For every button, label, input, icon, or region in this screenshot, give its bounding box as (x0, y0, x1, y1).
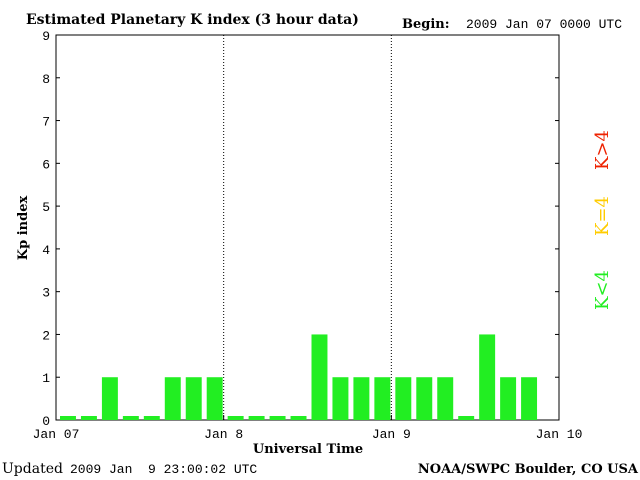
y-tick-label: 9 (42, 29, 50, 44)
day-dividers (223, 35, 392, 420)
kp-bar (164, 377, 181, 420)
y-tick-label: 2 (42, 328, 50, 343)
kp-bar (521, 377, 538, 420)
kp-bar (206, 377, 223, 420)
kp-bar (395, 377, 412, 420)
y-axis-label: Kp index (16, 196, 31, 261)
x-tick-label: Jan 07 (33, 427, 80, 442)
y-tick-label: 4 (42, 243, 50, 258)
legend-item-k-greater-4: K>4 (592, 130, 613, 170)
kp-bar (60, 416, 76, 420)
kp-bar (80, 416, 97, 420)
kp-bar (122, 416, 139, 420)
kp-bar (437, 377, 454, 420)
updated-value: 2009 Jan 9 23:00:02 UTC (70, 462, 257, 477)
chart-title: Estimated Planetary K index (3 hour data… (26, 12, 359, 28)
kp-bar (458, 416, 475, 420)
kp-bar (290, 416, 307, 420)
kp-bar (227, 416, 244, 420)
x-axis-label: Universal Time (253, 442, 363, 457)
kp-bar (143, 416, 160, 420)
kp-bar (416, 377, 433, 420)
source-credit: NOAA/SWPC Boulder, CO USA (418, 462, 639, 477)
x-tick-label: Jan 10 (536, 427, 583, 442)
y-tick-label: 5 (42, 200, 50, 215)
legend-item-k-less-4: K<4 (592, 270, 613, 310)
kp-bar (248, 416, 265, 420)
y-tick-label: 7 (42, 115, 50, 130)
kp-bar (353, 377, 370, 420)
y-tick-label: 0 (42, 414, 50, 429)
kp-bar (269, 416, 286, 420)
kp-bar (500, 377, 517, 420)
legend: K<4 K=4 K>4 (592, 130, 613, 310)
kp-bar (311, 334, 328, 420)
legend-item-k-equal-4: K=4 (592, 196, 613, 236)
y-tick-label: 6 (42, 157, 50, 172)
y-tick-label: 1 (42, 371, 50, 386)
updated-label: Updated (2, 461, 63, 477)
y-tick-label: 8 (42, 72, 50, 87)
begin-label: Begin: (402, 17, 450, 32)
y-tick-label: 3 (42, 286, 50, 301)
y-axis-ticks: 0 1 2 3 4 5 6 7 8 9 (42, 29, 559, 429)
kp-bar (374, 377, 391, 420)
kp-bar (332, 377, 349, 420)
kp-bar (479, 334, 496, 420)
begin-value: 2009 Jan 07 0000 UTC (466, 17, 622, 32)
kp-bars (60, 334, 538, 420)
x-axis-ticks: Jan 07 Jan 8 Jan 9 Jan 10 (33, 415, 583, 442)
x-tick-label: Jan 8 (204, 427, 243, 442)
x-tick-label: Jan 9 (372, 427, 411, 442)
kp-bar (185, 377, 202, 420)
plot-frame (55, 34, 560, 421)
kp-bar (101, 377, 118, 420)
